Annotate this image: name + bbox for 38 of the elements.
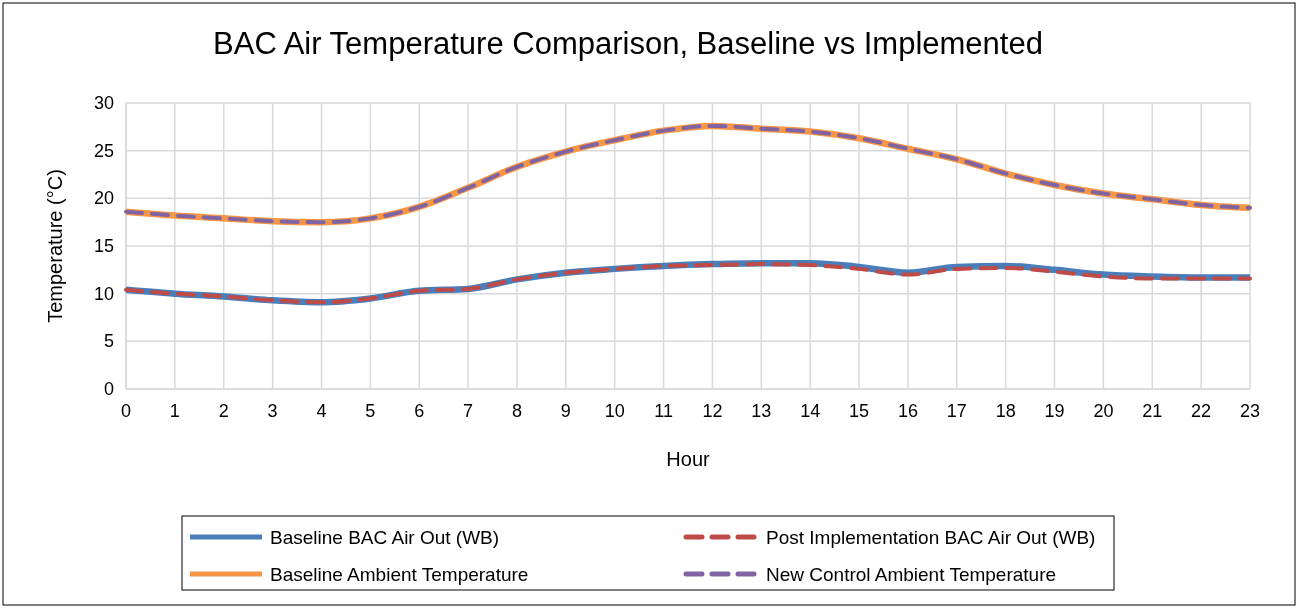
y-tick-label: 15 (93, 236, 114, 256)
legend-label: Post Implementation BAC Air Out (WB) (766, 527, 1096, 548)
x-tick-label: 20 (1093, 401, 1114, 421)
x-tick-label: 17 (946, 401, 967, 421)
legend-label: Baseline Ambient Temperature (270, 564, 529, 585)
x-tick-label: 6 (414, 401, 425, 421)
y-tick-label: 25 (93, 140, 114, 161)
x-tick-label: 13 (751, 401, 772, 421)
legend-label: New Control Ambient Temperature (766, 564, 1057, 585)
x-tick-label: 18 (995, 401, 1016, 421)
x-tick-label: 9 (560, 401, 571, 421)
x-tick-label: 0 (120, 401, 132, 421)
x-tick-label: 5 (365, 401, 376, 421)
x-tick-label: 16 (897, 401, 918, 421)
x-tick-label: 2 (218, 401, 229, 421)
x-axis-title: Hour (666, 448, 711, 470)
x-tick-label: 15 (849, 401, 870, 421)
y-tick-label: 0 (103, 379, 114, 399)
x-tick-label: 7 (463, 401, 474, 421)
y-tick-label: 30 (93, 93, 114, 113)
x-tick-label: 19 (1044, 401, 1065, 421)
x-tick-label: 12 (702, 401, 723, 421)
y-tick-label: 5 (103, 331, 114, 352)
x-tick-label: 8 (511, 401, 522, 421)
x-tick-label: 23 (1239, 401, 1261, 421)
x-tick-label: 14 (800, 401, 821, 421)
y-tick-label: 10 (93, 283, 114, 304)
chart-title: BAC Air Temperature Comparison, Baseline vs Implemented (213, 26, 1043, 61)
y-axis-title: Temperature (°C) (44, 169, 66, 323)
x-tick-label: 11 (654, 401, 673, 421)
legend-label: Baseline BAC Air Out (WB) (270, 527, 500, 548)
x-tick-label: 4 (316, 401, 327, 421)
x-tick-label: 10 (604, 401, 625, 421)
y-tick-label: 20 (93, 188, 114, 209)
x-tick-label: 22 (1191, 401, 1212, 421)
x-tick-label: 1 (169, 401, 180, 421)
x-tick-label: 21 (1142, 401, 1163, 421)
x-tick-label: 3 (267, 401, 278, 421)
